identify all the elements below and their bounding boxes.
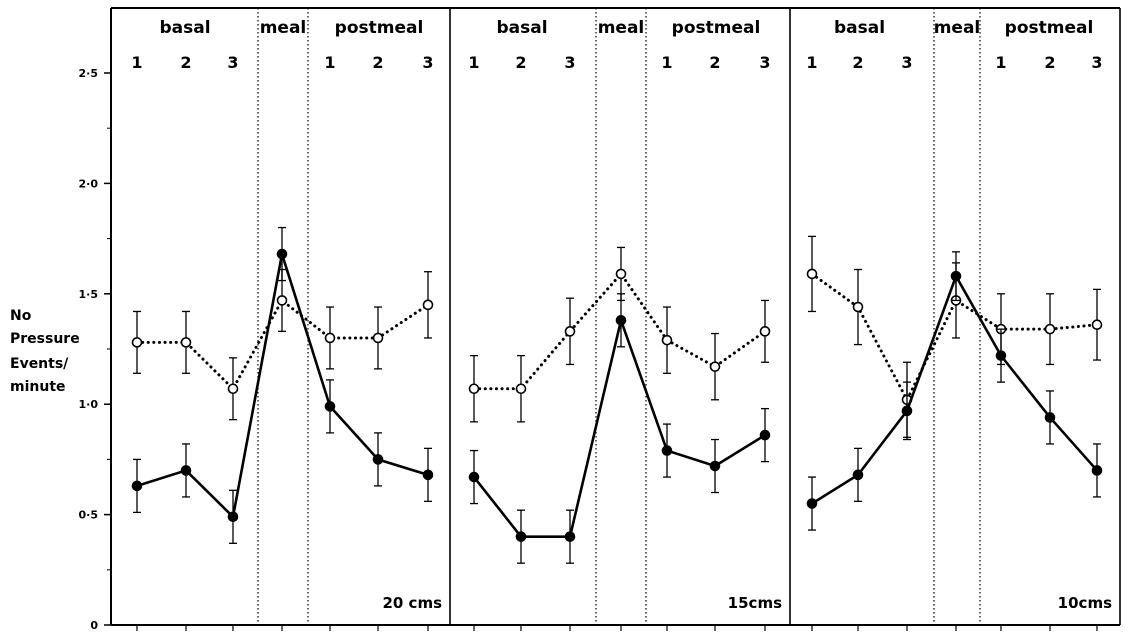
data-point-open bbox=[1091, 319, 1103, 331]
series-line-solid bbox=[472, 318, 766, 538]
data-point-filled bbox=[901, 405, 913, 417]
data-point-open bbox=[324, 332, 336, 344]
point-number-label: 2 bbox=[852, 53, 863, 72]
data-point-filled bbox=[372, 454, 384, 465]
y-label-line: minute bbox=[10, 379, 66, 395]
data-point-open bbox=[276, 295, 288, 306]
y-tick-label: 1·0 bbox=[79, 398, 99, 411]
data-point-open bbox=[709, 361, 721, 372]
point-number-label: 3 bbox=[227, 53, 238, 72]
phase-label-meal: meal bbox=[934, 18, 981, 38]
point-number-label: 3 bbox=[422, 53, 433, 72]
data-point-open bbox=[759, 326, 771, 337]
series-filled bbox=[131, 226, 434, 544]
y-tick-label: 0·5 bbox=[79, 509, 99, 522]
point-number-label: 2 bbox=[1044, 53, 1055, 72]
condition-label: 20 cms bbox=[382, 594, 442, 612]
point-number-label: 1 bbox=[468, 53, 479, 72]
data-point-open bbox=[564, 326, 576, 337]
series-filled bbox=[468, 293, 771, 564]
data-point-open bbox=[131, 337, 143, 348]
data-point-filled bbox=[1091, 465, 1103, 476]
data-point-filled bbox=[131, 480, 143, 492]
phase-label-basal: basal bbox=[159, 18, 210, 38]
data-point-filled bbox=[515, 531, 527, 542]
data-point-filled bbox=[422, 469, 434, 481]
data-point-open bbox=[661, 334, 673, 346]
phase-label-basal: basal bbox=[496, 18, 547, 38]
data-point-open bbox=[615, 268, 627, 280]
data-point-filled bbox=[995, 350, 1007, 361]
point-number-label: 3 bbox=[564, 53, 575, 72]
data-point-open bbox=[372, 332, 384, 344]
data-point-filled bbox=[276, 248, 288, 260]
data-point-open bbox=[1044, 323, 1056, 335]
data-point-filled bbox=[950, 270, 962, 282]
data-point-filled bbox=[709, 460, 721, 472]
point-number-label: 1 bbox=[131, 53, 142, 72]
point-number-label: 2 bbox=[709, 53, 720, 72]
data-point-open bbox=[422, 299, 434, 311]
data-point-open bbox=[180, 337, 192, 348]
point-number-label: 3 bbox=[1091, 53, 1102, 72]
point-number-label: 3 bbox=[759, 53, 770, 72]
phase-label-basal: basal bbox=[834, 18, 885, 38]
data-point-filled bbox=[806, 498, 818, 509]
data-point-open bbox=[852, 301, 864, 313]
data-point-filled bbox=[468, 471, 480, 483]
data-point-open bbox=[227, 383, 239, 395]
data-point-open bbox=[468, 383, 480, 395]
series-open bbox=[131, 268, 434, 421]
data-point-filled bbox=[180, 465, 192, 476]
phase-label-meal: meal bbox=[260, 18, 307, 38]
condition-label: 15cms bbox=[728, 594, 782, 612]
point-number-label: 1 bbox=[324, 53, 335, 72]
data-point-filled bbox=[661, 445, 673, 456]
point-number-label: 2 bbox=[180, 53, 191, 72]
data-point-open bbox=[806, 268, 818, 280]
y-tick-label: 2·5 bbox=[79, 67, 99, 80]
point-number-label: 1 bbox=[806, 53, 817, 72]
phase-label-postmeal: postmeal bbox=[335, 18, 424, 38]
y-axis: 0 0·5 1·0 1·5 2·0 2·5 bbox=[79, 8, 112, 632]
phase-label-meal: meal bbox=[598, 18, 645, 38]
y-label-line: Events/ bbox=[10, 356, 69, 372]
y-label-line: No bbox=[10, 308, 32, 324]
series-line-dotted bbox=[810, 272, 1099, 404]
point-number-label: 1 bbox=[995, 53, 1006, 72]
point-number-label: 3 bbox=[901, 53, 912, 72]
condition-label: 10cms bbox=[1058, 594, 1112, 612]
panel-3: basal meal postmeal 1 2 3 1 2 3 10cms bbox=[790, 7, 1121, 631]
series-open bbox=[468, 246, 771, 423]
point-number-label: 2 bbox=[515, 53, 526, 72]
data-point-filled bbox=[759, 429, 771, 441]
y-tick-label: 1·5 bbox=[79, 288, 99, 301]
data-point-filled bbox=[324, 401, 336, 412]
data-point-filled bbox=[564, 531, 576, 542]
y-tick-label: 0 bbox=[90, 619, 98, 632]
data-point-open bbox=[515, 383, 527, 395]
data-point-filled bbox=[615, 314, 627, 326]
data-point-filled bbox=[852, 469, 864, 481]
series-filled bbox=[806, 251, 1103, 531]
data-point-filled bbox=[227, 511, 239, 523]
series-open bbox=[806, 235, 1103, 438]
phase-label-postmeal: postmeal bbox=[1005, 18, 1094, 38]
y-label-line: Pressure bbox=[10, 331, 80, 347]
y-tick-label: 2·0 bbox=[79, 177, 99, 190]
data-point-filled bbox=[1044, 412, 1056, 423]
point-number-label: 2 bbox=[372, 53, 383, 72]
y-axis-label: No Pressure Events/minute bbox=[10, 308, 80, 395]
point-number-label: 1 bbox=[661, 53, 672, 72]
phase-label-postmeal: postmeal bbox=[672, 18, 761, 38]
